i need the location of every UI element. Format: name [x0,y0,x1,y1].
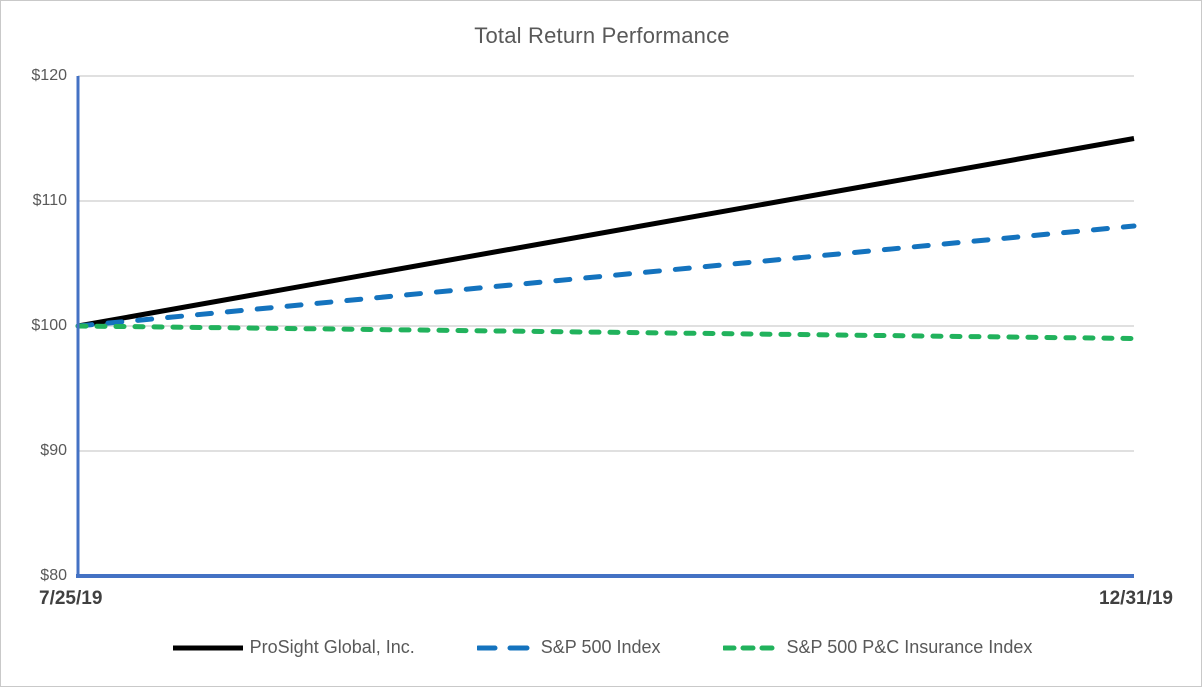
x-axis-label-start: 7/25/19 [39,588,103,609]
series-line-0 [77,136,1135,329]
series-line-2 [75,323,1137,341]
y-axis-tick-label: $120 [31,67,67,84]
legend-item-prosight: ProSight Global, Inc. [172,637,415,658]
series-line-1 [75,223,1137,329]
y-axis-tick-label: $80 [40,567,67,584]
legend-item-sp500: S&P 500 Index [476,637,661,658]
y-axis-tick-label: $90 [40,442,67,459]
legend: ProSight Global, Inc. S&P 500 Index S&P … [1,637,1201,658]
legend-item-sp500-pc: S&P 500 P&C Insurance Index [722,637,1033,658]
sp500-line-swatch-icon [476,645,535,651]
legend-label: S&P 500 P&C Insurance Index [786,637,1033,657]
legend-label: S&P 500 Index [540,637,661,657]
chart-title: Total Return Performance [474,23,730,48]
y-axis-tick-label: $100 [31,317,67,334]
prosight-line-swatch-icon [172,645,244,651]
sp500-pc-line-swatch-icon [722,645,781,651]
legend-label: ProSight Global, Inc. [249,637,415,657]
y-axis-tick-label: $110 [32,192,67,209]
x-axis-label-end: 12/31/19 [1099,588,1173,609]
